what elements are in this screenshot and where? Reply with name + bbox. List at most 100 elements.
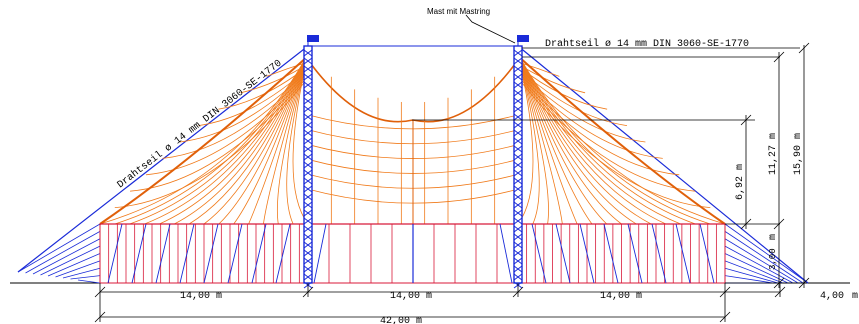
wall-brace-left [251,223,267,284]
dim-span-left: 14,00 m [180,291,222,302]
mast-lattice-right [513,73,523,81]
roof-radial-right [517,53,549,225]
roof-ring-right [517,73,680,176]
wall-brace-left [275,223,291,284]
roof-radial-right [517,53,667,225]
mast-lattice-right [513,193,523,201]
guy-rope-right-fan [724,275,774,284]
mast-lattice-left [303,257,313,265]
mast-lattice-right [513,201,523,209]
mast-lattice-left [303,265,313,273]
mast-lattice-left [303,89,313,97]
flag-left [307,35,319,42]
guy-rope-right-fan [724,267,779,284]
mast-lattice-left [303,249,313,257]
mast-lattice-left [303,105,313,113]
roof-radial-left [248,53,309,225]
guy-ropes [17,45,809,284]
wall-brace-right [699,223,715,284]
wall-brace-left [155,223,171,284]
dim-height-center: 6,92 m [735,164,746,200]
dim-height-wall-unit: m [768,234,779,240]
roof-radial-left [276,53,309,225]
roof-radial-right [517,53,540,225]
wall-brace-left [107,223,123,284]
mast-callout-leader [465,14,516,44]
roof-radial-left [188,53,309,225]
mast-lattice-right [513,49,523,57]
dim-span-right: 14,00 m [600,291,642,302]
dim-height-mast: 11,27 m [768,133,779,175]
mast-lattice-right [513,97,523,105]
vertical-dimensions [412,42,810,289]
roof-ring-left [145,73,309,176]
wall-brace-right [675,223,691,284]
wall-brace-right [603,223,619,284]
guy-rope-left-fan [47,253,101,277]
mast-lattice-right [513,265,523,273]
side-walls [99,223,726,284]
mast-lattice-left [303,121,313,129]
mast-lattice-right [513,137,523,145]
guy-rope-left-fan [62,267,101,279]
guy-rope-left-main [17,45,309,273]
mast-lattice-left [303,65,313,73]
mast-lattice-right [513,105,523,113]
wall-brace-right [627,223,643,284]
wall-brace-right [555,223,571,284]
guy-rope-right-fan [724,238,799,284]
roof-ring-right [517,77,711,208]
mast-lattice-right [513,153,523,161]
roof-ring-right [517,71,663,159]
mast-lattice-right [513,57,523,65]
mast-lattice-right [513,89,523,97]
mast-lattice-right [513,273,523,281]
dim-total-width: 42,00 m [380,316,422,324]
guy-rope-left-fan [25,231,101,274]
guy-rope-left-fan [17,223,101,273]
mast-lattice-right [513,81,523,89]
mast-lattice-left [303,169,313,177]
dim-height-wall: 3,00 [768,248,778,270]
roof-canvas-mesh [99,53,726,225]
wall-brace-center-right [499,223,513,284]
mast-lattice-left [303,97,313,105]
roof-radial-left [174,53,309,225]
guy-rope-right-fan [724,245,794,284]
roof-radial-right [517,53,593,225]
roof-radial-right [517,53,652,225]
wall-brace-right [531,223,547,284]
guy-rope-left-fan [55,260,101,278]
flag-right [517,35,529,42]
mast-lattice-left [303,73,313,81]
mast-lattice-left [303,57,313,65]
roof-ring-right [517,67,628,126]
wall-brace-left [203,223,219,284]
mast-lattice-right [513,217,523,225]
wall-brace-left [131,223,147,284]
mast-lattice-left [303,209,313,217]
roof-edge-left [99,55,309,225]
guy-rope-right-fan [724,253,789,284]
roof-radial-right [517,53,726,225]
wall-brace-center-left [313,223,327,284]
mast-lattice-right [513,233,523,241]
roof-ring-left [162,71,309,159]
wall-brace-left [227,223,243,284]
mast-lattice-left [303,129,313,137]
horizontal-dimensions [94,283,786,323]
roof-radial-right [517,53,637,225]
roof-radial-left [99,53,309,225]
roof-ring-left [198,67,309,126]
guy-rope-left-fan [70,275,101,280]
mast-lattice-right [513,169,523,177]
mast-lattice-right [513,121,523,129]
wall-brace-right [651,223,667,284]
mast-lattice-left [303,153,313,161]
mast-lattice-right [513,113,523,121]
mast-lattice-right [513,249,523,257]
mast-lattice-left [303,161,313,169]
mast-lattice-right [513,65,523,73]
roof-radial-right [517,53,696,225]
